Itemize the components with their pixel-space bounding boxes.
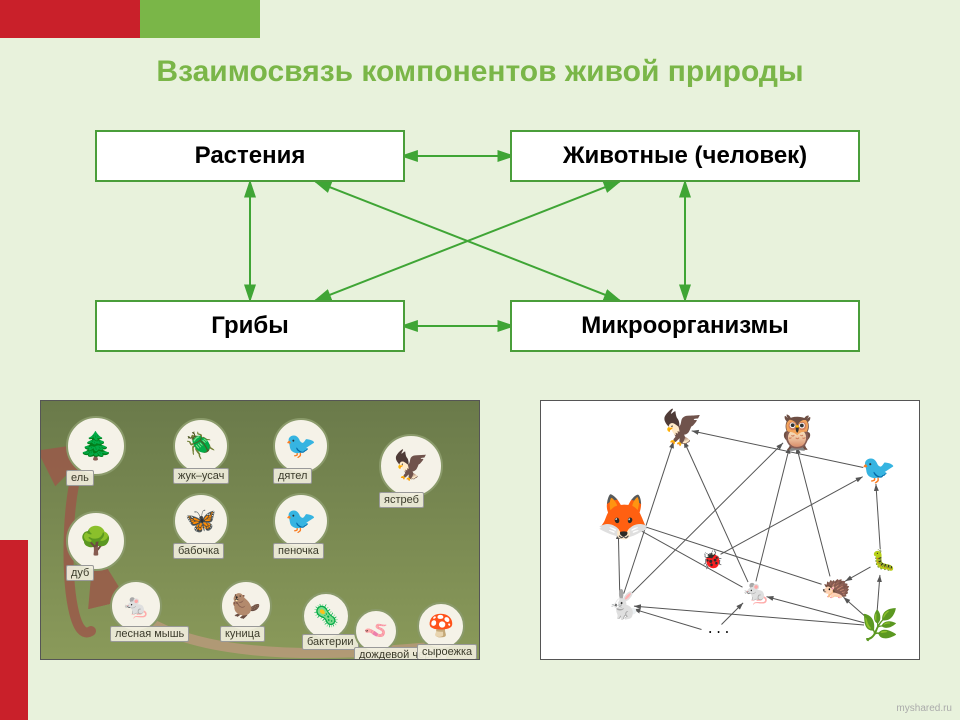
box-animals: Животные (человек) xyxy=(510,130,860,182)
forest-node-oak: 🌳 xyxy=(66,511,126,571)
fw-edge-plant-rabbit xyxy=(634,606,864,625)
forest-node-marten: 🦫 xyxy=(220,580,272,632)
species-owl: 🦉 xyxy=(776,416,818,450)
forest-node-warbler: 🐦 xyxy=(273,493,329,549)
forest-label-hawk: ястреб xyxy=(379,492,424,508)
species-mole: 🦔 xyxy=(821,576,851,600)
species-mouse2: 🐁 xyxy=(741,581,771,605)
forest-node-woodpecker: 🐦 xyxy=(273,418,329,474)
forest-node-hawk: 🦅 xyxy=(379,434,443,498)
forest-node-bacteria: 🦠 xyxy=(302,592,350,640)
page-title: Взаимосвязь компонентов живой природы xyxy=(0,55,960,89)
forest-label-warbler: пеночка xyxy=(273,543,324,559)
fw-edge-mouse2-owl xyxy=(756,447,790,582)
fw-edge-ladybug-tit xyxy=(721,477,863,555)
forest-label-mouse: лесная мышь xyxy=(110,626,189,642)
forest-node-mushroom: 🍄 xyxy=(417,602,465,650)
top-seg-green xyxy=(140,0,260,38)
forest-label-woodpecker: дятел xyxy=(273,468,312,484)
illustration-panels: 🌲ель🌳дуб🪲жук–усач🦋бабочка🐦дятел🐦пеночка🦅… xyxy=(40,400,920,660)
forest-node-butterfly: 🦋 xyxy=(173,493,229,549)
species-fox: 🦊 xyxy=(596,496,651,540)
forest-node-spruce: 🌲 xyxy=(66,416,126,476)
fw-edge-mole-fox xyxy=(631,522,821,584)
forest-label-beetle: жук–усач xyxy=(173,468,229,484)
concept-diagram: Растения Животные (человек) Грибы Микроорга… xyxy=(0,120,960,380)
species-eagle: 🦅 xyxy=(661,411,703,445)
fw-edge-seeds-rabbit xyxy=(633,609,701,630)
box-plants: Растения xyxy=(95,130,405,182)
left-red-stripe xyxy=(0,540,28,720)
fw-edge-mole-owl xyxy=(796,447,830,577)
forest-label-oak: дуб xyxy=(66,565,94,581)
food-web-panel: 🦅 🦉 🐦 🦊 🐇 🐁 🦔 🐞 🐛 ᛫᛫᛫ 🌿 xyxy=(540,400,920,660)
forest-label-mushroom: сыроежка xyxy=(417,644,477,660)
forest-node-beetle: 🪲 xyxy=(173,418,229,474)
species-seeds: ᛫᛫᛫ xyxy=(706,626,731,641)
species-tit: 🐦 xyxy=(861,456,896,484)
species-plant: 🌿 xyxy=(861,611,898,641)
box-micro: Микроорганизмы xyxy=(510,300,860,352)
species-caterpillar: 🐛 xyxy=(871,551,896,571)
forest-label-bacteria: бактерии xyxy=(302,634,359,650)
forest-ecosystem-panel: 🌲ель🌳дуб🪲жук–усач🦋бабочка🐦дятел🐦пеночка🦅… xyxy=(40,400,480,660)
forest-label-spruce: ель xyxy=(66,470,94,486)
forest-label-marten: куница xyxy=(220,626,265,642)
forest-label-butterfly: бабочка xyxy=(173,543,224,559)
watermark: myshared.ru xyxy=(896,703,952,714)
edge-animals-fungi xyxy=(315,181,620,300)
fw-edge-caterpillar-tit xyxy=(876,484,880,549)
fw-edge-rabbit-owl xyxy=(629,443,784,597)
species-ladybug: 🐞 xyxy=(701,551,723,569)
top-color-bar xyxy=(0,0,260,38)
box-fungi: Грибы xyxy=(95,300,405,352)
edge-plants-micro xyxy=(315,181,620,300)
forest-node-mouse: 🐁 xyxy=(110,580,162,632)
top-seg-red xyxy=(0,0,140,38)
species-rabbit: 🐇 xyxy=(606,591,641,619)
